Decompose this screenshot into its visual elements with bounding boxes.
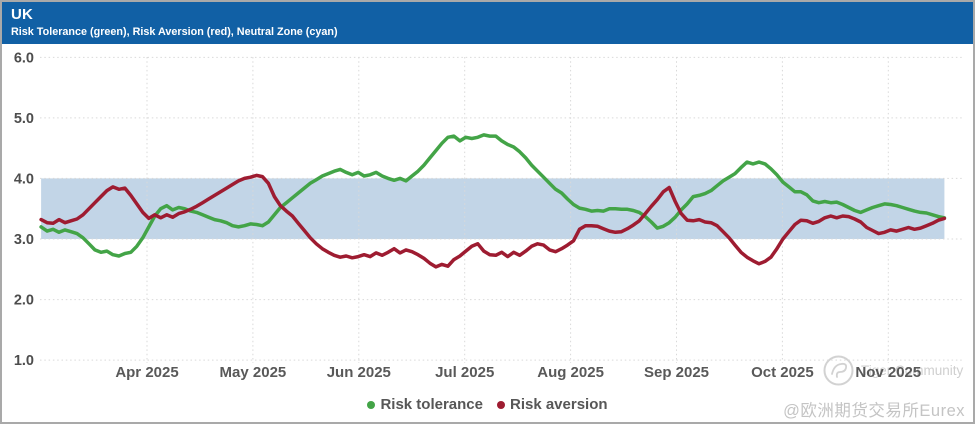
legend-item-risk-aversion[interactable]: Risk aversion [496, 396, 608, 413]
tiger-community-logo-icon [823, 355, 854, 386]
y-axis-label: 4.0 [14, 171, 34, 187]
watermark-tiger-community: Tiger Community [822, 354, 963, 387]
x-axis-label: Nov 2025 [855, 364, 921, 381]
legend-dot-icon [496, 400, 505, 409]
x-axis-label: Sep 2025 [644, 364, 709, 381]
x-axis-label: May 2025 [220, 364, 287, 381]
legend-label: Risk aversion [509, 396, 608, 413]
panel-header: UK Risk Tolerance (green), Risk Aversion… [2, 2, 973, 44]
legend-dot-icon [367, 400, 376, 409]
legend-item-risk-tolerance[interactable]: Risk tolerance [367, 396, 483, 413]
chart-legend: Risk tolerance Risk aversion [2, 396, 973, 413]
y-axis-label: 1.0 [14, 353, 34, 369]
x-axis-label: Aug 2025 [537, 364, 604, 381]
y-axis-label: 3.0 [14, 232, 34, 248]
x-axis-label: Apr 2025 [115, 364, 178, 381]
series-line-risk-tolerance [39, 133, 947, 258]
x-axis-label: Jun 2025 [327, 364, 391, 381]
legend-label: Risk tolerance [380, 396, 483, 413]
x-axis-label: Jul 2025 [435, 364, 494, 381]
watermark-text: Tiger Community [861, 363, 964, 378]
x-axis-label: Oct 2025 [751, 364, 814, 381]
y-axis-label: 5.0 [14, 111, 34, 127]
page-title: UK [11, 6, 34, 23]
watermark-handle: @欧洲期货交易所Eurex [783, 402, 965, 420]
y-axis-label: 2.0 [14, 293, 34, 309]
y-axis-label: 6.0 [14, 50, 34, 66]
series-line-risk-aversion [39, 173, 947, 269]
chart-subtitle: Risk Tolerance (green), Risk Aversion (r… [11, 26, 338, 38]
